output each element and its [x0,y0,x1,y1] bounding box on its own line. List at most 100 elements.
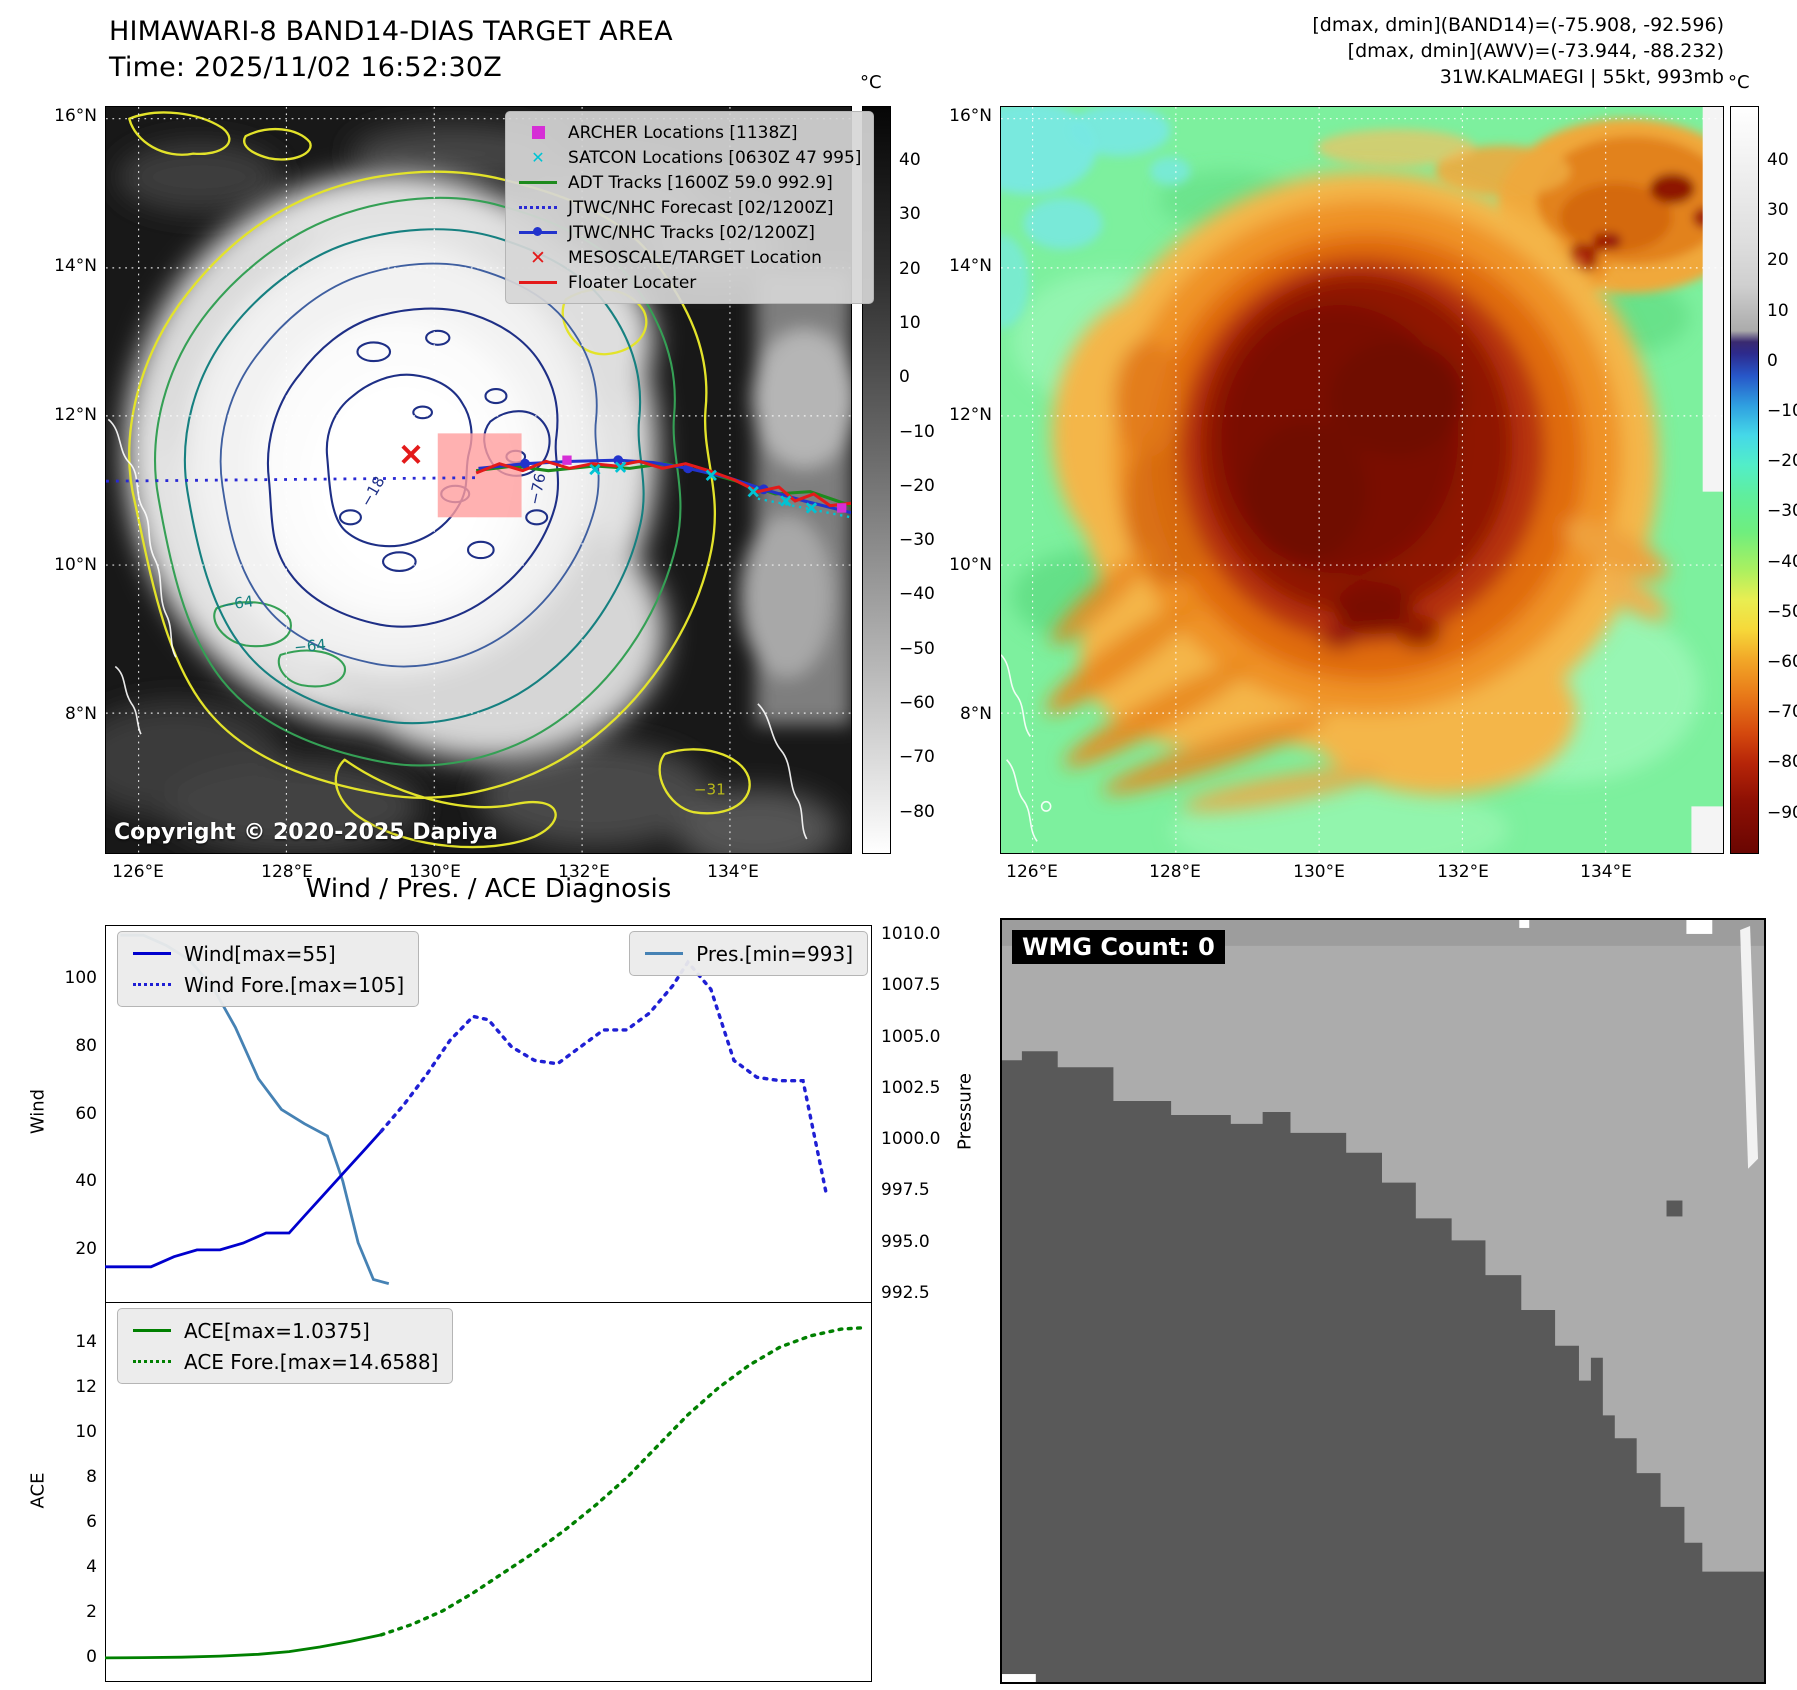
wind-legend: Wind[max=55] Wind Fore.[max=105] [117,931,420,1007]
pressure-legend: Pres.[min=993] [629,931,868,976]
wmg-white-sliver [1740,925,1759,1169]
awv-colorbar-unit: °C [1728,72,1750,93]
mesoscale-target-area [437,433,522,518]
wmg-panel: WMG Count: 0 [1000,918,1766,1684]
awv-colorbar-tick: −20 [1767,451,1797,472]
awv-colorbar [1730,106,1759,854]
awv-info-awv: [dmax, dmin](AWV)=(-73.944, -88.232) [1347,40,1724,63]
awv-lat-tick: 14°N [949,256,992,276]
pressure-y-tick: 1002.5 [881,1077,941,1098]
awv-lat-tick: 12°N [949,405,992,425]
awv-colorbar-tick: −30 [1767,501,1797,522]
awv-lat-tick: 10°N [949,555,992,575]
square-legend-marker [518,126,558,139]
line-legend-marker [518,181,558,184]
awv-satellite-map [1000,106,1724,854]
band14-panel-title: HIMAWARI-8 BAND14-DIAS TARGET AREA [109,16,673,47]
band14-lon-tick: 128°E [261,862,313,882]
ace-y-tick: 6 [86,1512,97,1532]
awv-satellite-image [1001,107,1723,853]
coastline [1001,654,1052,842]
legend-item-label: SATCON Locations [0630Z 47 995] [568,147,862,168]
ace-chart [105,1326,866,1660]
pressure-y-tick: 992.5 [881,1282,930,1303]
band14-satellite-image: −64−64−76−18−31 [106,107,851,853]
pressure-axis-label: Pressure [954,1073,976,1150]
ace-y-tick: 12 [75,1376,97,1397]
pressure-y-tick: 1000.0 [881,1129,941,1150]
band14-lon-tick: 130°E [409,862,461,882]
legend-item-label: Floater Locater [568,272,697,293]
legend-item-label: Wind[max=55] [184,941,336,966]
band14-map-legend: ARCHER Locations [1138Z] ✕ SATCON Location… [505,111,875,304]
series-ace-fore-max-14-6588- [379,1326,866,1637]
band14-lon-tick: 132°E [558,862,610,882]
line-legend-marker [518,281,558,284]
legend-item: ARCHER Locations [1138Z] [518,120,861,145]
ace-y-tick: 14 [75,1331,97,1352]
legend-item: ACE Fore.[max=14.6588] [132,1346,438,1377]
contour-label: −64 [220,592,254,614]
wmg-bottom-notch [1002,1674,1036,1682]
map-gridlines [1001,107,1723,853]
band14-lon-tick: 134°E [707,862,759,882]
awv-colorbar-tick: −40 [1767,551,1797,572]
wmg-image [1002,920,1764,1682]
wmg-white-notch [1686,920,1713,934]
data-edge-corner [1691,806,1723,853]
legend-item: Wind Fore.[max=105] [132,969,404,1000]
wind-y-tick: 20 [75,1238,97,1259]
pressure-y-tick: 997.5 [881,1180,930,1201]
x-bold-legend-marker: ✕ [530,246,546,269]
awv-lon-tick: 130°E [1293,862,1345,882]
contour-label: −31 [694,781,726,799]
band14-colorbar-unit: °C [860,72,882,93]
ace-y-tick: 0 [86,1647,97,1668]
legend-item-label: Pres.[min=993] [696,941,853,966]
ace-y-tick: 2 [86,1602,97,1623]
awv-lon-tick: 126°E [1006,862,1058,882]
wmg-dark-region [1002,1051,1764,1682]
legend-item: ✕ MESOSCALE/TARGET Location [518,245,861,270]
dotted-line-legend-marker [132,1360,172,1363]
pressure-y-tick: 1010.0 [881,924,941,945]
legend-item: ✕ SATCON Locations [0630Z 47 995] [518,145,861,170]
dotted-line-legend-marker [132,983,172,986]
awv-colorbar-tick: 10 [1767,300,1789,321]
ir-east-seam-clouds [740,270,851,725]
series-wind-max-55- [105,1130,383,1269]
wind-y-tick: 80 [75,1035,97,1056]
solid-line-legend-marker [132,1329,172,1332]
legend-item-label: ACE Fore.[max=14.6588] [184,1349,439,1374]
legend-item: JTWC/NHC Forecast [02/1200Z] [518,195,861,220]
awv-colorbar-tick: −50 [1767,601,1797,622]
ace-y-tick: 10 [75,1421,97,1442]
wind-y-tick: 40 [75,1171,97,1192]
band14-lat-tick: 10°N [54,555,97,575]
awv-colorbar-tick: −90 [1767,802,1797,823]
awv-lat-tick: 16°N [949,106,992,126]
legend-item-label: ADT Tracks [1600Z 59.0 992.9] [568,172,833,193]
contour-label: −64 [293,636,326,657]
contour-yellow [128,111,751,849]
band14-lat-tick: 8°N [64,704,97,724]
band14-panel-time: Time: 2025/11/02 16:52:30Z [109,52,502,83]
contour-slate [219,262,600,668]
pressure-y-tick: 1007.5 [881,975,941,996]
wmg-count-label: WMG Count: 0 [1012,930,1225,964]
band14-lat-tick: 12°N [54,405,97,425]
band14-lat-tick: 16°N [54,106,97,126]
awv-colorbar-tick: 30 [1767,200,1789,221]
archer-markers [562,455,847,513]
contour-green [154,196,682,767]
awv-info-block: [dmax, dmin](BAND14)=(-75.908, -92.596) … [1312,12,1724,91]
legend-item-label: JTWC/NHC Tracks [02/1200Z] [568,222,815,243]
dotted-legend-marker [518,206,558,209]
band14-colorbar-tick: −20 [899,475,935,496]
storm-core [1045,171,1668,812]
jtwc-forecast-track [106,476,479,483]
band14-lon-tick: 126°E [112,862,164,882]
central-dense-overcast [125,173,665,760]
satcon-track-segment [757,497,851,519]
band14-colorbar-tick: −10 [899,421,935,442]
